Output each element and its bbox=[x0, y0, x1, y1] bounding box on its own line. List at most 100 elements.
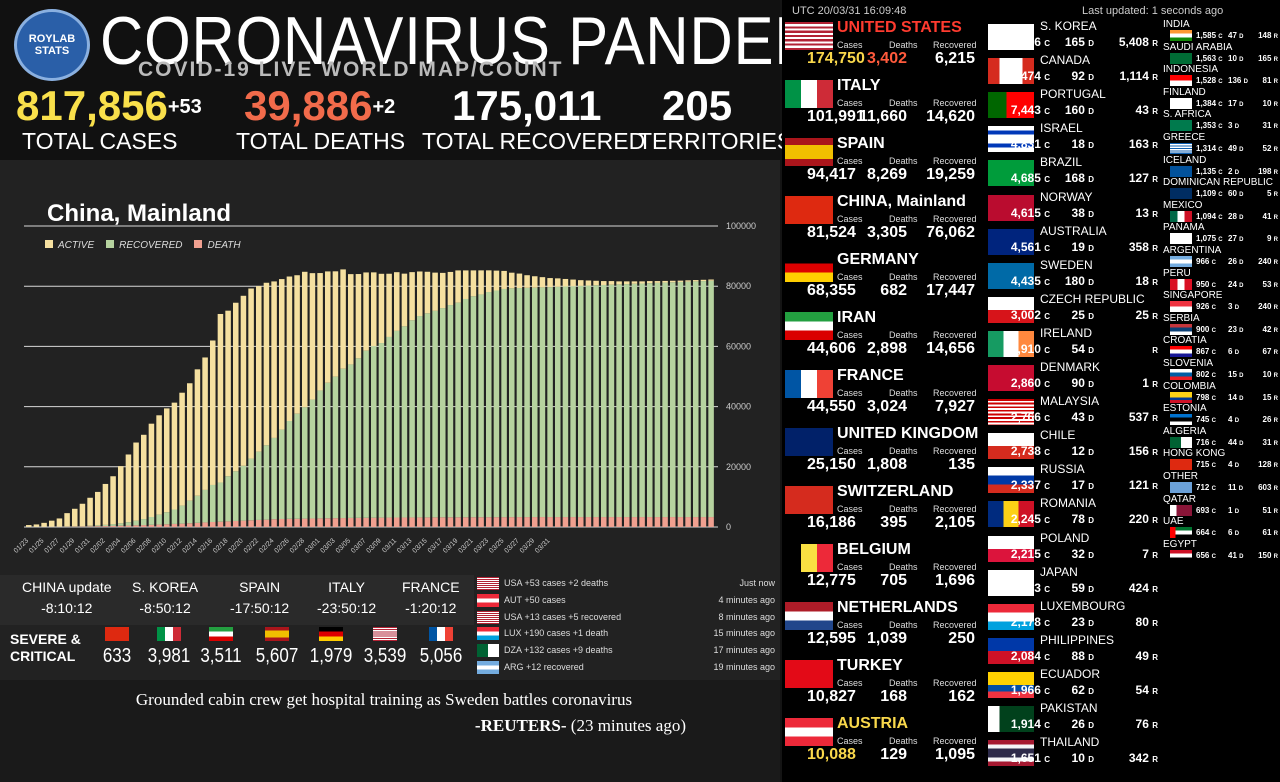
bar-recovered bbox=[210, 484, 216, 522]
country-row-safrica[interactable]: S. AFRICA 1,353 C 3 D 31 R bbox=[1162, 109, 1280, 132]
country-row-chile[interactable]: CHILE 2,738 C 12 D 156 R bbox=[987, 428, 1162, 462]
country-row-luxembourg[interactable]: LUXEMBOURG 2,178 C 23 D 80 R bbox=[987, 599, 1162, 633]
country-row-hongkong[interactable]: HONG KONG 715 C 4 D 128 R bbox=[1162, 448, 1280, 471]
country-row-belgium[interactable]: BELGIUM Cases Deaths Recovered 12,775 705 1,69… bbox=[785, 541, 985, 599]
country-row-pakistan[interactable]: PAKISTAN 1,914 C 26 D 76 R bbox=[987, 701, 1162, 735]
feed-item[interactable]: USA +53 cases +2 deaths Just now bbox=[477, 576, 777, 592]
label-recovered: Recovered bbox=[933, 272, 977, 282]
country-row-egypt[interactable]: EGYPT 656 C 41 D 150 R bbox=[1162, 539, 1280, 562]
country-row-austria[interactable]: AUSTRIA Cases Deaths Recovered 10,088 129 1,09… bbox=[785, 715, 985, 773]
bar-active bbox=[118, 466, 124, 524]
bar-active bbox=[271, 281, 277, 438]
deaths-value: 32 D bbox=[1071, 546, 1094, 561]
country-row-china[interactable]: CHINA, Mainland Cases Deaths Recovered 81,52… bbox=[785, 193, 985, 251]
y-tick-label: 20000 bbox=[726, 462, 751, 472]
country-row-slovenia[interactable]: SLOVENIA 802 C 15 D 10 R bbox=[1162, 358, 1280, 381]
pakistan-flag-icon bbox=[988, 706, 1034, 732]
country-row-estonia[interactable]: ESTONIA 745 C 4 D 26 R bbox=[1162, 403, 1280, 426]
country-row-saudi[interactable]: SAUDI ARABIA 1,563 C 10 D 165 R bbox=[1162, 42, 1280, 65]
country-row-greece[interactable]: GREECE 1,314 C 49 D 52 R bbox=[1162, 132, 1280, 155]
country-row-italy[interactable]: ITALY Cases Deaths Recovered 101,991 11,660 14… bbox=[785, 77, 985, 135]
country-row-romania[interactable]: ROMANIA 2,245 C 78 D 220 R bbox=[987, 496, 1162, 530]
bar-active bbox=[325, 271, 331, 383]
country-row-norway[interactable]: NORWAY 4,615 C 38 D 13 R bbox=[987, 190, 1162, 224]
country-row-spain[interactable]: SPAIN Cases Deaths Recovered 94,417 8,269 19,2… bbox=[785, 135, 985, 193]
country-row-iceland[interactable]: ICELAND 1,135 C 2 D 198 R bbox=[1162, 155, 1280, 178]
country-row-qatar[interactable]: QATAR 693 C 1 D 51 R bbox=[1162, 494, 1280, 517]
country-row-canada[interactable]: CANADA 7,474 C 92 D 1,114 R bbox=[987, 53, 1162, 87]
country-row-switzerland[interactable]: SWITZERLAND Cases Deaths Recovered 16,186 395… bbox=[785, 483, 985, 541]
country-row-japan[interactable]: JAPAN 2,193 C 59 D 424 R bbox=[987, 565, 1162, 599]
country-row-indonesia[interactable]: INDONESIA 1,528 C 136 D 81 R bbox=[1162, 64, 1280, 87]
bar-recovered bbox=[394, 330, 400, 518]
label-recovered: Recovered bbox=[933, 40, 977, 50]
cases-value: 1,075 C bbox=[1196, 234, 1223, 244]
country-row-dominican[interactable]: DOMINICAN REPUBLIC 1,109 C 60 D 5 R bbox=[1162, 177, 1280, 200]
country-row-iran[interactable]: IRAN Cases Deaths Recovered 44,606 2,898 14,65… bbox=[785, 309, 985, 367]
country-row-skorea[interactable]: S. KOREA 9,786 C 165 D 5,408 R bbox=[987, 19, 1162, 53]
bar-active bbox=[294, 275, 300, 414]
feed-item[interactable]: LUX +190 cases +1 death 15 minutes ago bbox=[477, 626, 777, 642]
country-row-russia[interactable]: RUSSIA 2,337 C 17 D 121 R bbox=[987, 462, 1162, 496]
bar-death bbox=[570, 517, 576, 527]
country-row-croatia[interactable]: CROATIA 867 C 6 D 67 R bbox=[1162, 335, 1280, 358]
country-row-uk[interactable]: UNITED KINGDOM Cases Deaths Recovered 25,150… bbox=[785, 425, 985, 483]
country-row-brazil[interactable]: BRAZIL 4,685 C 168 D 127 R bbox=[987, 155, 1162, 189]
feed-item[interactable]: AUT +50 cases 4 minutes ago bbox=[477, 593, 777, 609]
recovered-value: R bbox=[1152, 345, 1158, 355]
bar-active bbox=[87, 497, 93, 526]
country-row-argentina[interactable]: ARGENTINA 966 C 26 D 240 R bbox=[1162, 245, 1280, 268]
feed-item[interactable]: ARG +12 recovered 19 minutes ago bbox=[477, 660, 777, 676]
country-row-thailand[interactable]: THAILAND 1,651 C 10 D 342 R bbox=[987, 735, 1162, 769]
country-row-algeria[interactable]: ALGERIA 716 C 44 D 31 R bbox=[1162, 426, 1280, 449]
country-name: PANAMA bbox=[1163, 222, 1205, 234]
country-row-france[interactable]: FRANCE Cases Deaths Recovered 44,550 3,024 7,9… bbox=[785, 367, 985, 425]
country-row-portugal[interactable]: PORTUGAL 7,443 C 160 D 43 R bbox=[987, 87, 1162, 121]
bar-recovered bbox=[463, 299, 469, 518]
country-row-india[interactable]: INDIA 1,585 C 47 D 148 R bbox=[1162, 19, 1280, 42]
recovered-value: 342 R bbox=[1128, 751, 1158, 766]
bar-death bbox=[654, 517, 661, 527]
deaths-value: 38 D bbox=[1071, 205, 1094, 220]
country-row-malaysia[interactable]: MALAYSIA 2,766 C 43 D 537 R bbox=[987, 394, 1162, 428]
severe-item: 3,981 bbox=[144, 627, 194, 668]
country-row-germany[interactable]: GERMANY Cases Deaths Recovered 68,355 682 17,4… bbox=[785, 251, 985, 309]
country-row-other[interactable]: OTHER 712 C 11 D 603 R bbox=[1162, 471, 1280, 494]
greece-flag-icon bbox=[1170, 143, 1192, 154]
country-name: SPAIN bbox=[837, 135, 885, 152]
country-row-serbia[interactable]: SERBIA 900 C 23 D 42 R bbox=[1162, 313, 1280, 336]
country-row-poland[interactable]: POLAND 2,215 C 32 D 7 R bbox=[987, 531, 1162, 565]
bar-recovered bbox=[171, 509, 178, 524]
country-row-sweden[interactable]: SWEDEN 4,435 C 180 D 18 R bbox=[987, 258, 1162, 292]
recovered-value: 61 R bbox=[1262, 528, 1278, 538]
country-name: HONG KONG bbox=[1163, 448, 1226, 460]
bar-death bbox=[210, 521, 216, 527]
territories-label: TERRITORIES bbox=[638, 128, 793, 154]
country-row-usa[interactable]: UNITED STATES Cases Deaths Recovered 174,750… bbox=[785, 19, 985, 77]
country-row-denmark[interactable]: DENMARK 2,860 C 90 D 1 R bbox=[987, 360, 1162, 394]
country-row-mexico[interactable]: MEXICO 1,094 C 28 D 41 R bbox=[1162, 200, 1280, 223]
country-row-ireland[interactable]: IRELAND 2,910 C 54 D R bbox=[987, 326, 1162, 360]
country-row-peru[interactable]: PERU 950 C 24 D 53 R bbox=[1162, 268, 1280, 291]
country-row-czech[interactable]: CZECH REPUBLIC 3,002 C 25 D 25 R bbox=[987, 292, 1162, 326]
country-row-turkey[interactable]: TURKEY Cases Deaths Recovered 10,827 168 162 bbox=[785, 657, 985, 715]
country-row-singapore[interactable]: SINGAPORE 926 C 3 D 240 R bbox=[1162, 290, 1280, 313]
feed-item[interactable]: USA +13 cases +5 recovered 8 minutes ago bbox=[477, 610, 777, 626]
country-row-ecuador[interactable]: ECUADOR 1,966 C 62 D 54 R bbox=[987, 667, 1162, 701]
country-row-netherlands[interactable]: NETHERLANDS Cases Deaths Recovered 12,595 1,0… bbox=[785, 599, 985, 657]
country-row-australia[interactable]: AUSTRALIA 4,561 C 19 D 358 R bbox=[987, 224, 1162, 258]
news-headline[interactable]: Grounded cabin crew get hospital trainin… bbox=[135, 690, 633, 709]
feed-item[interactable]: DZA +132 cases +9 deaths 17 minutes ago bbox=[477, 643, 777, 659]
recovered-value: 162 bbox=[948, 688, 975, 705]
label-cases: Cases bbox=[837, 678, 863, 688]
country-row-colombia[interactable]: COLOMBIA 798 C 14 D 15 R bbox=[1162, 381, 1280, 404]
deaths-value: 23 D bbox=[1071, 614, 1094, 629]
country-row-uae[interactable]: UAE 664 C 6 D 61 R bbox=[1162, 516, 1280, 539]
bar-active bbox=[187, 383, 193, 501]
country-row-finland[interactable]: FINLAND 1,384 C 17 D 10 R bbox=[1162, 87, 1280, 110]
country-row-philippines[interactable]: PHILIPPINES 2,084 C 88 D 49 R bbox=[987, 633, 1162, 667]
bar-death bbox=[685, 517, 691, 527]
severe-item: 633 bbox=[92, 627, 142, 668]
country-row-israel[interactable]: ISRAEL 4,831 C 18 D 163 R bbox=[987, 121, 1162, 155]
country-row-panama[interactable]: PANAMA 1,075 C 27 D 9 R bbox=[1162, 222, 1280, 245]
